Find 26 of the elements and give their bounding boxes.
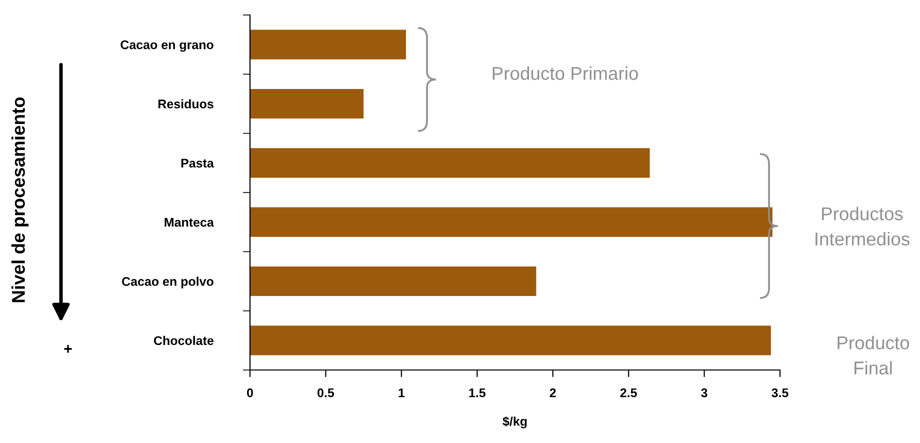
bar <box>250 326 771 356</box>
text: Nivel de procesamiento <box>11 97 29 302</box>
bar <box>250 207 772 237</box>
text: Productos Intermedios <box>816 206 910 246</box>
x-tick-label: 0 <box>247 388 253 398</box>
y-tick-label: Residuos <box>158 99 214 108</box>
x-tick-label: 2.5 <box>620 388 637 398</box>
y-tick-label: Cacao en grano <box>120 40 214 52</box>
bar <box>250 30 406 60</box>
x-tick-label: 3.5 <box>772 388 788 398</box>
x-axis-title: $/kg <box>502 416 527 428</box>
x-tick-label: 3 <box>701 388 708 398</box>
text: Producto Final <box>838 336 910 375</box>
x-tick-label: 0.5 <box>318 388 334 398</box>
x-tick-label: 1 <box>398 388 405 398</box>
y-tick-label: Pasta <box>181 158 214 168</box>
y-tick-label: Cacao en polvo <box>122 276 214 288</box>
text: + <box>64 345 72 353</box>
x-tick-label: 2 <box>550 388 556 398</box>
bar <box>250 88 364 119</box>
x-tick-label: 1.5 <box>469 388 486 398</box>
y-tick-label: Chocolate <box>154 336 214 346</box>
y-tick-label: Manteca <box>164 218 214 227</box>
bar <box>250 148 650 178</box>
annotation: Producto Primario <box>492 66 638 80</box>
bar <box>250 266 536 296</box>
